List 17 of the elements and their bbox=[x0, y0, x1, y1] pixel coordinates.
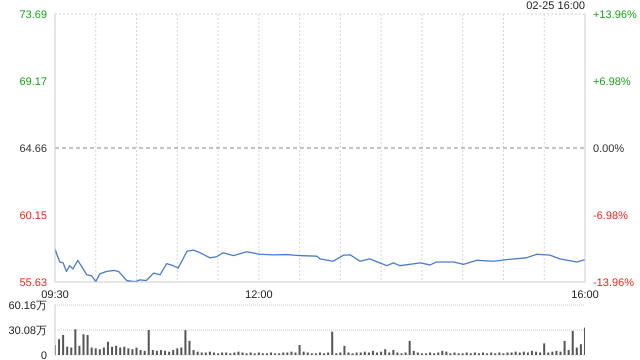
y2-tick-label: +13.96% bbox=[593, 9, 637, 21]
text: 02-25 16:00 bbox=[526, 0, 585, 12]
y2-tick-label: -13.96% bbox=[593, 277, 634, 289]
x-tick-label: 09:30 bbox=[41, 288, 69, 301]
y2-tick-label: +6.98% bbox=[593, 76, 631, 88]
y-tick-label: 60.15 bbox=[19, 210, 47, 222]
y-tick-label: 73.69 bbox=[19, 9, 47, 21]
y2-tick-label: -6.98% bbox=[593, 210, 628, 222]
y-tick-label: 60.16万 bbox=[8, 300, 47, 312]
y-tick-label: 69.17 bbox=[19, 76, 47, 88]
x-tick-label: 12:00 bbox=[245, 288, 273, 301]
y-tick-label: 64.66 bbox=[19, 143, 47, 155]
y-tick-label: 0 bbox=[40, 350, 47, 360]
y2-tick-label: 0.00% bbox=[593, 143, 624, 155]
y-tick-label: 55.63 bbox=[19, 277, 47, 289]
x-tick-label: 16:00 bbox=[571, 288, 599, 301]
y-tick-label: 30.08万 bbox=[8, 324, 47, 337]
